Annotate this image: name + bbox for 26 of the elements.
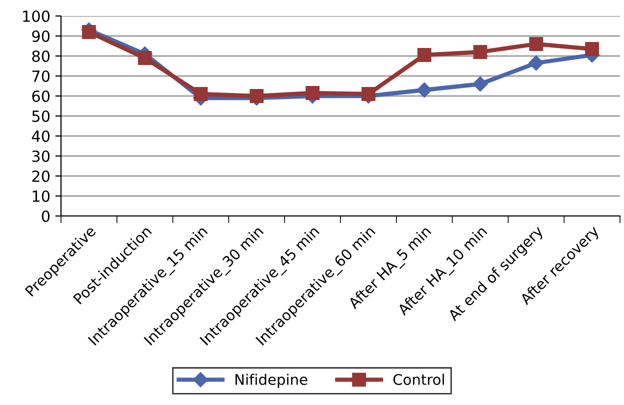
point bbox=[138, 51, 152, 65]
point bbox=[250, 89, 264, 103]
point bbox=[416, 82, 432, 98]
y-tick-label: 0 bbox=[42, 210, 50, 222]
point bbox=[194, 87, 208, 101]
point bbox=[529, 37, 544, 51]
point bbox=[472, 76, 488, 92]
point bbox=[362, 87, 376, 101]
y-tick-label: 50 bbox=[32, 110, 50, 122]
legend-label: Control bbox=[393, 374, 444, 385]
y-tick-label: 90 bbox=[32, 30, 50, 42]
point bbox=[473, 45, 488, 59]
point bbox=[585, 42, 599, 56]
point bbox=[82, 25, 96, 39]
y-tick-label: 80 bbox=[32, 50, 50, 62]
legend-label: Nifidepine bbox=[236, 374, 308, 388]
point bbox=[306, 86, 320, 100]
point bbox=[417, 48, 432, 62]
y-tick-label: 20 bbox=[32, 170, 50, 182]
y-tick-label: 70 bbox=[32, 70, 50, 82]
y-tick-label: 100 bbox=[23, 10, 50, 22]
point bbox=[528, 55, 544, 71]
y-tick-label: 40 bbox=[32, 130, 50, 142]
y-tick-label: 60 bbox=[32, 90, 50, 102]
y-tick-label: 10 bbox=[32, 190, 50, 202]
y-tick-label: 30 bbox=[32, 150, 50, 162]
